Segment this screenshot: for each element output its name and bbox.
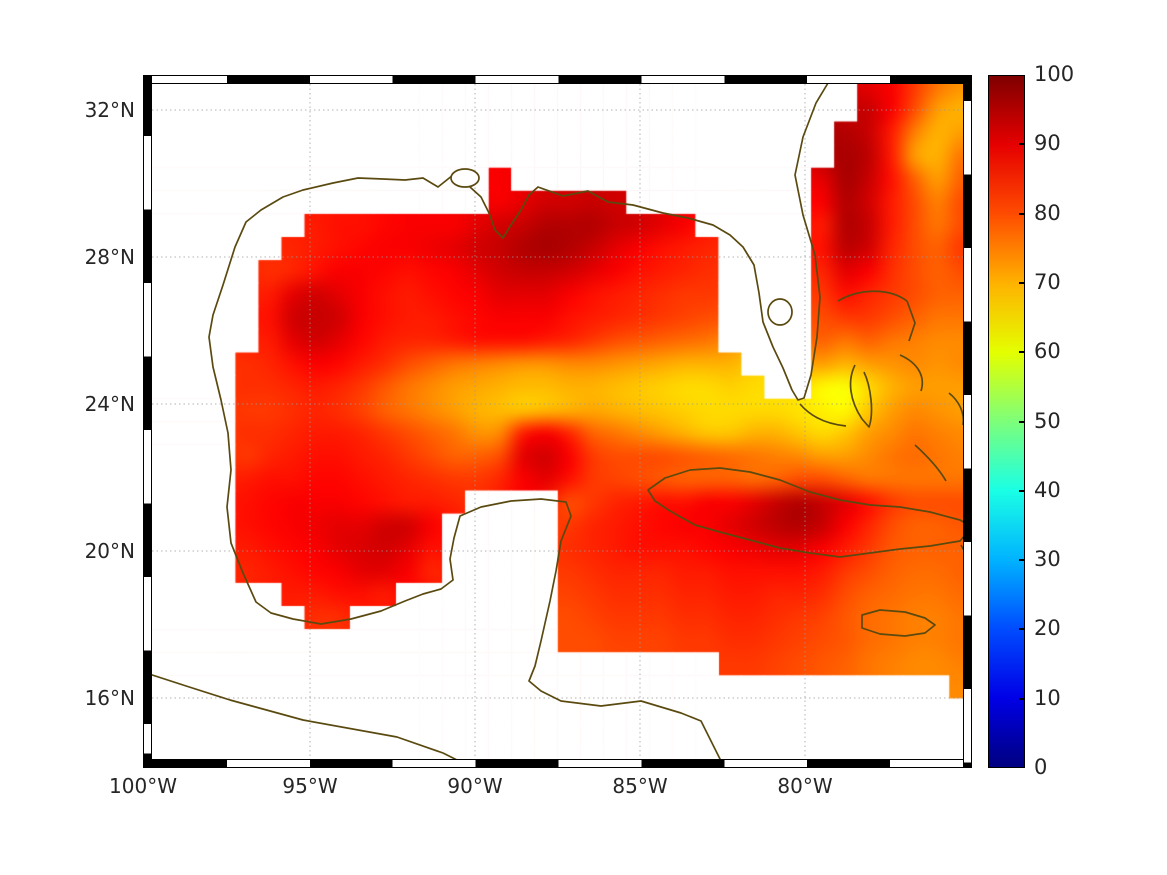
x-tick-label: 85°W	[612, 774, 668, 798]
coastline-path	[899, 354, 924, 392]
coastline-path	[861, 609, 936, 637]
y-tick-label: 24°N	[84, 392, 135, 416]
map-plot-area	[143, 75, 972, 768]
coastline-path	[914, 444, 947, 482]
y-tick-label: 20°N	[84, 539, 135, 563]
lake-outline	[767, 298, 793, 326]
y-tick-label: 16°N	[84, 686, 135, 710]
coastline-path	[948, 392, 965, 426]
colorbar-tick	[1019, 697, 1025, 700]
colorbar-tick-label: 0	[1034, 755, 1048, 779]
x-tick-label: 80°W	[777, 774, 833, 798]
colorbar	[988, 75, 1025, 768]
coastline-path	[647, 467, 972, 558]
map-frame-top	[143, 75, 972, 84]
map-frame-left	[143, 75, 152, 768]
colorbar-tick-label: 100	[1034, 62, 1075, 86]
colorbar-tick-label: 70	[1034, 269, 1061, 294]
x-tick-label: 100°W	[109, 774, 177, 798]
colorbar-tick-label: 90	[1034, 131, 1061, 156]
map-overlay	[143, 75, 972, 768]
x-tick-label: 90°W	[447, 774, 503, 798]
gridline-layer	[143, 75, 972, 768]
colorbar-tick-label: 60	[1034, 339, 1061, 364]
coastline-layer	[143, 75, 972, 768]
colorbar-tick-label: 80	[1034, 200, 1061, 225]
coastline-path	[837, 290, 908, 302]
colorbar-tick	[1019, 628, 1025, 631]
colorbar-tick-label: 10	[1034, 685, 1061, 710]
colorbar-tick-label: 50	[1034, 408, 1061, 433]
colorbar-tick-label: 20	[1034, 616, 1061, 641]
x-tick-label: 95°W	[282, 774, 338, 798]
y-tick-label: 32°N	[84, 98, 135, 122]
map-frame-bottom	[143, 759, 972, 768]
y-tick-label: 28°N	[84, 245, 135, 269]
lake-outline	[450, 168, 480, 188]
coastline-path	[799, 403, 847, 427]
colorbar-tick	[1019, 143, 1025, 146]
coastline-path	[208, 75, 844, 768]
colorbar-tick	[1019, 559, 1025, 562]
coastline-path	[849, 364, 873, 428]
colorbar-tick	[1019, 212, 1025, 215]
map-frame-right	[963, 75, 972, 768]
colorbar-tick	[1019, 351, 1025, 354]
colorbar-tick	[1019, 281, 1025, 284]
coastline-path	[143, 671, 474, 768]
heatmap-canvas	[143, 75, 972, 768]
colorbar-tick-label: 40	[1034, 477, 1061, 502]
colorbar-tick	[1019, 489, 1025, 492]
coastline-path	[906, 300, 916, 342]
colorbar-tick	[1019, 420, 1025, 423]
colorbar-tick-label: 30	[1034, 547, 1061, 572]
